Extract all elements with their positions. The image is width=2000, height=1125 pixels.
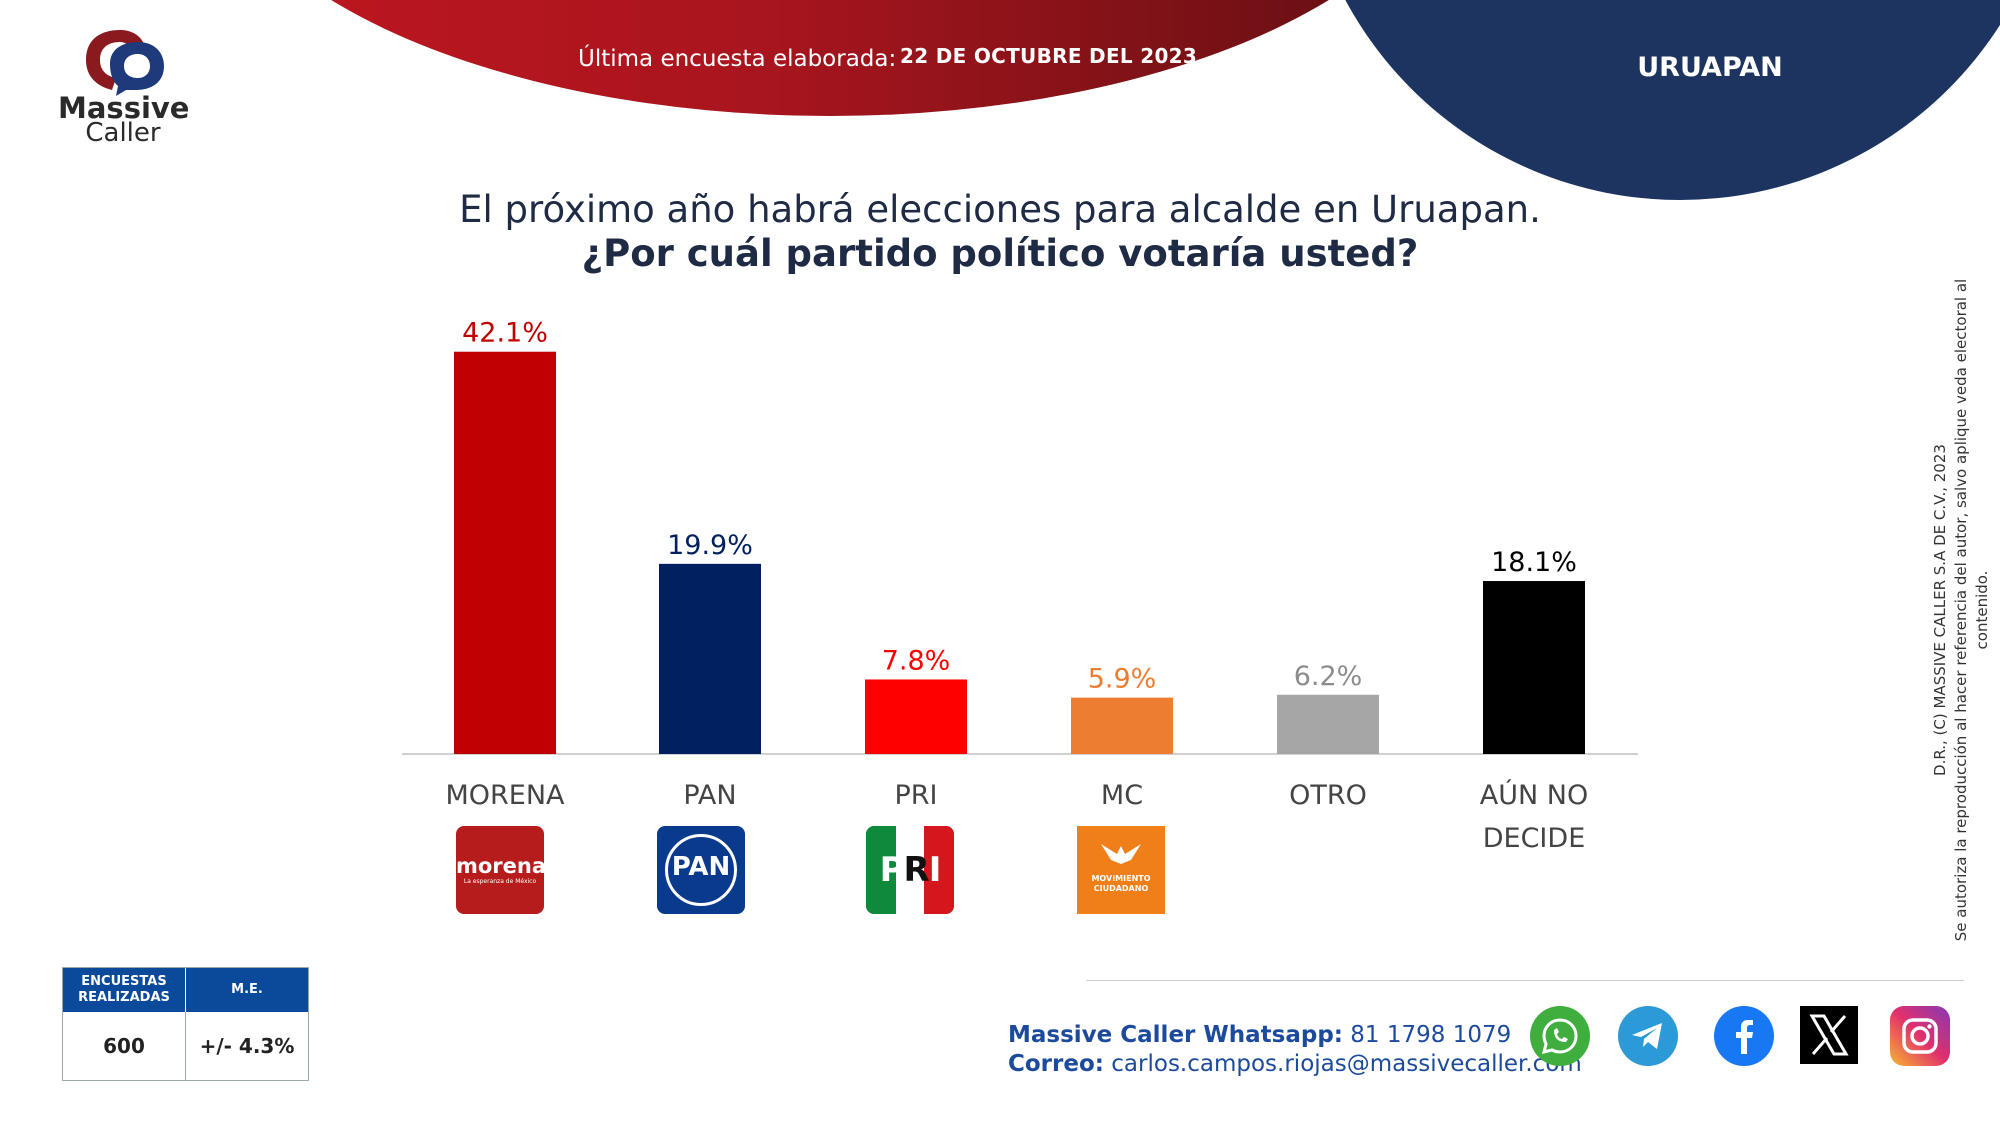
mc-logo: MOVIMIENTO CIUDADANO — [1077, 826, 1165, 914]
category-label-line: MORENA — [445, 780, 565, 811]
copyright-line-2: Se autoriza la reproducción al hacer ref… — [1952, 278, 1991, 942]
instagram-icon[interactable] — [1890, 1006, 1950, 1066]
value-label-otro: 6.2% — [1294, 661, 1363, 692]
value-label-mc: 5.9% — [1088, 664, 1157, 695]
morena-logo: morena La esperanza de México — [456, 826, 544, 914]
copyright-notice: D.R., (C) MASSIVE CALLER S.A DE C.V., 20… — [1930, 250, 1993, 970]
mc-logo-line-2: CIUDADANO — [1093, 884, 1149, 893]
category-label-line: OTRO — [1289, 780, 1367, 811]
margin-error-header: M.E. — [186, 968, 308, 1012]
email-label: Correo: — [1008, 1051, 1104, 1077]
copyright-line-1: D.R., (C) MASSIVE CALLER S.A DE C.V., 20… — [1931, 444, 1949, 776]
value-label-morena: 42.1% — [462, 318, 548, 349]
brand-name-caller: Caller — [85, 118, 161, 148]
value-label-pri: 7.8% — [882, 645, 951, 676]
email-contact: Correo: carlos.campos.riojas@massivecall… — [1008, 1051, 1582, 1077]
survey-date: 22 DE OCTUBRE DEL 2023 — [900, 44, 1198, 68]
massive-caller-logo-icon — [86, 30, 164, 96]
bar-mc — [1071, 697, 1173, 754]
pan-logo-ring — [665, 834, 737, 906]
bar-pri — [865, 679, 967, 754]
pri-logo-red — [924, 826, 954, 914]
bar-morena — [454, 351, 556, 754]
bar-pan — [659, 563, 761, 754]
pri-logo-green — [866, 826, 896, 914]
whatsapp-number[interactable]: 81 1798 1079 — [1350, 1022, 1512, 1048]
chart-title-line-1: El próximo año habrá elecciones para alc… — [459, 188, 1541, 231]
pan-logo: PAN — [657, 826, 745, 914]
morena-logo-text: morena — [456, 854, 544, 878]
margin-error-value: +/- 4.3% — [199, 1034, 295, 1058]
bar-aun-no-decide — [1483, 581, 1585, 754]
pri-logo-i: I — [928, 850, 942, 890]
survey-date-label: Última encuesta elaborada: — [578, 46, 897, 72]
footer-divider — [1086, 980, 1964, 981]
whatsapp-label: Massive Caller Whatsapp: — [1008, 1022, 1343, 1048]
brand-name-massive: Massive — [58, 91, 190, 125]
category-label-mc: MC — [1032, 774, 1212, 817]
category-label-aun-no-decide: AÚN NO DECIDE — [1444, 774, 1624, 860]
pri-logo-r: R — [903, 850, 930, 890]
category-label-pan: PAN — [620, 774, 800, 817]
telegram-icon[interactable] — [1618, 1006, 1678, 1066]
x-icon[interactable] — [1800, 1006, 1858, 1064]
city-name: URUAPAN — [1637, 52, 1783, 83]
category-label-pri: PRI — [826, 774, 1006, 817]
whatsapp-contact: Massive Caller Whatsapp: 81 1798 1079 — [1008, 1022, 1511, 1048]
value-label-pan: 19.9% — [667, 530, 753, 561]
pri-logo-text: PRI — [866, 850, 954, 890]
value-label-aun-no-decide: 18.1% — [1491, 547, 1577, 578]
pri-logo-p: P — [879, 850, 905, 890]
whatsapp-icon[interactable] — [1530, 1006, 1590, 1066]
category-label-line: PAN — [683, 780, 737, 811]
surveys-header: ENCUESTAS REALIZADAS — [63, 968, 185, 1012]
bar-otro — [1277, 694, 1379, 754]
facebook-icon[interactable] — [1714, 1006, 1774, 1066]
mc-logo-line-1: MOVIMIENTO — [1091, 874, 1151, 883]
category-label-line: MC — [1100, 780, 1144, 811]
survey-stats-table: ENCUESTAS REALIZADAS M.E. 600 +/- 4.3% — [62, 967, 309, 1081]
surveys-value: 600 — [63, 1012, 186, 1080]
pri-logo-white — [896, 826, 924, 914]
pri-logo: PRI — [866, 826, 954, 914]
category-label-line: PRI — [894, 780, 938, 811]
mc-eagle-icon — [1101, 844, 1141, 864]
pan-logo-text: PAN — [671, 852, 731, 882]
chart-title-line-2: ¿Por cuál partido político votaría usted… — [581, 232, 1419, 275]
category-label-morena: MORENA — [415, 774, 595, 817]
email-address[interactable]: carlos.campos.riojas@massivecaller.com — [1111, 1051, 1582, 1077]
category-label-otro: OTRO — [1238, 774, 1418, 817]
category-label-line: AÚN NO — [1479, 780, 1589, 811]
category-label-line: DECIDE — [1482, 823, 1586, 854]
morena-logo-tagline: La esperanza de México — [463, 878, 537, 885]
